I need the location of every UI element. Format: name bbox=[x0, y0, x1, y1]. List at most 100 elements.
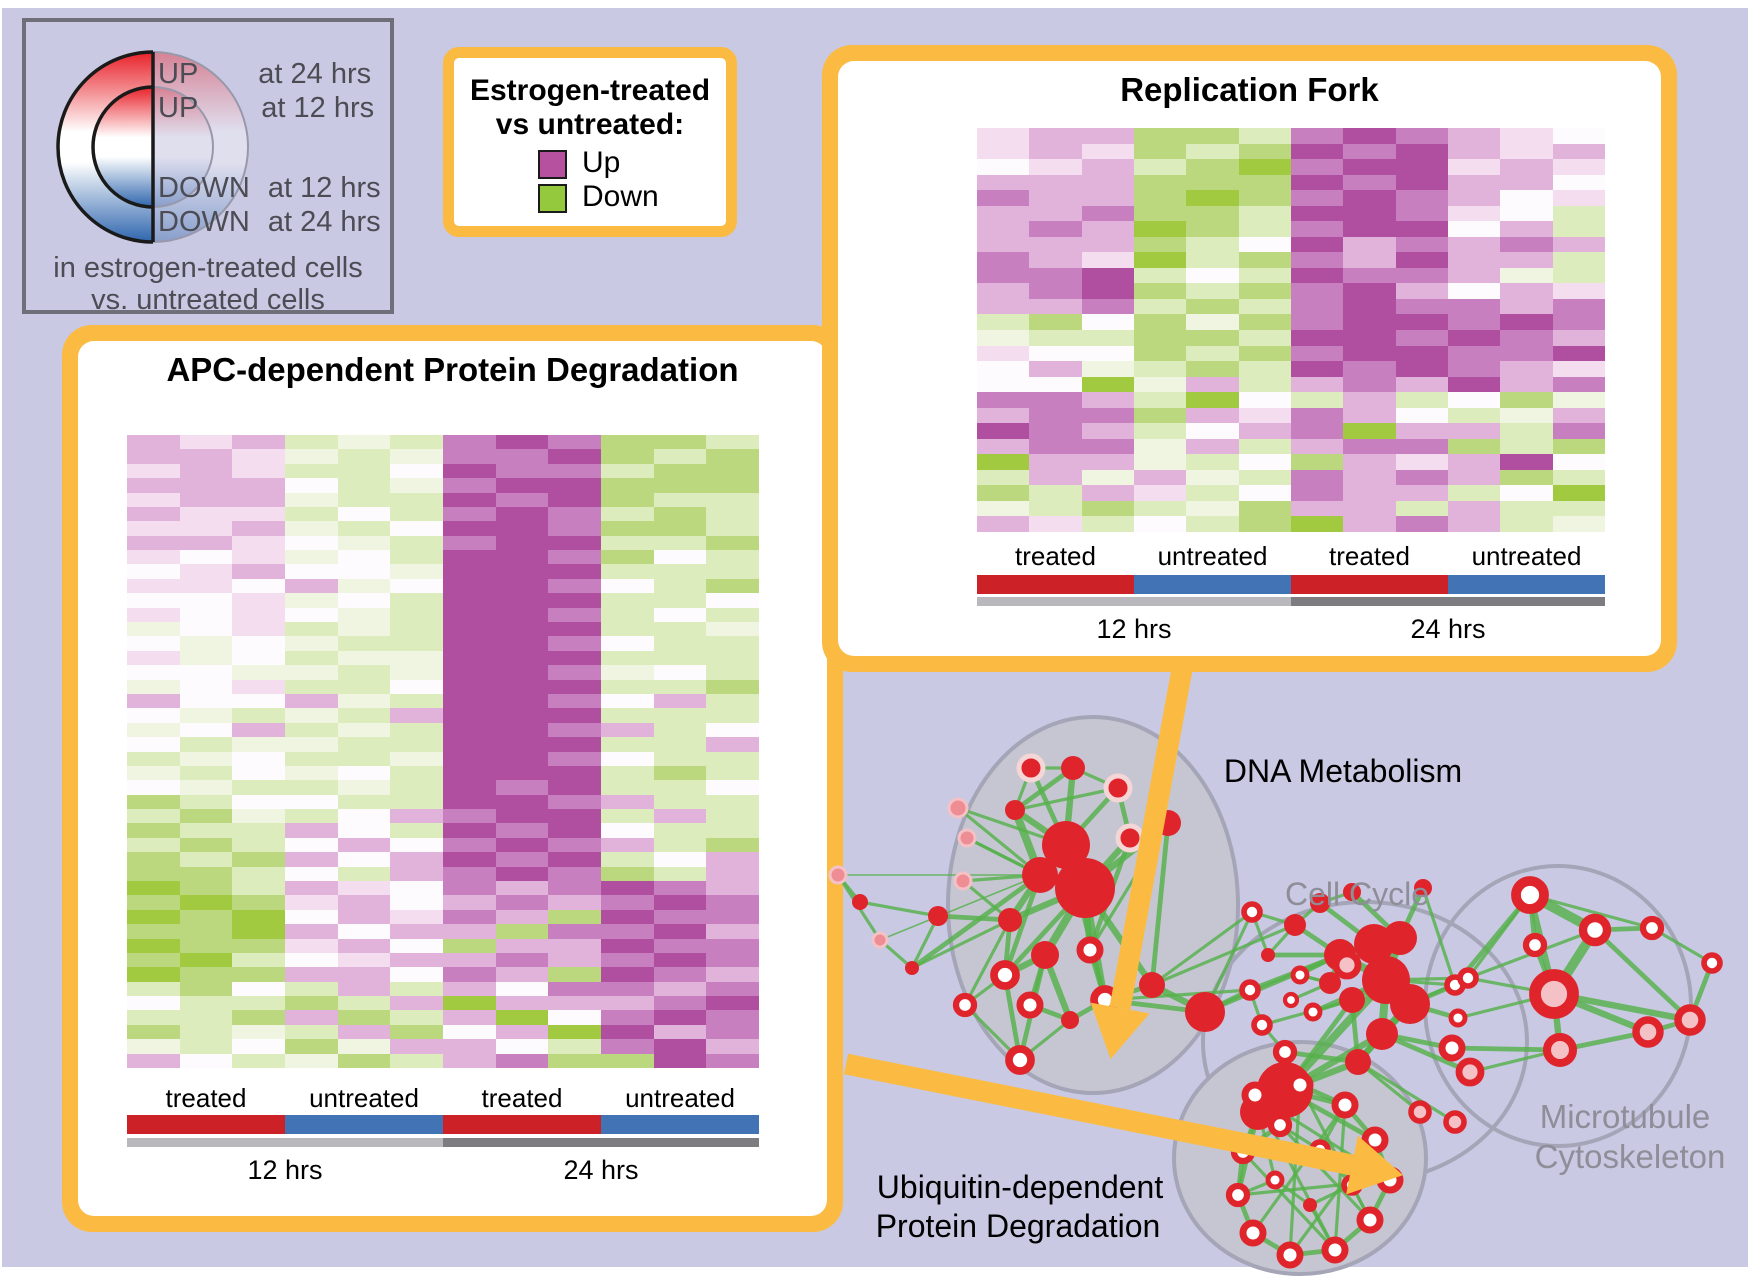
heatmap-cell bbox=[1395, 500, 1448, 517]
heatmap-cell bbox=[706, 823, 759, 838]
treatment-bar-segment bbox=[1291, 575, 1448, 594]
heatmap-cell bbox=[601, 506, 654, 522]
heatmap-cell bbox=[1500, 485, 1553, 501]
heatmap-cell bbox=[1238, 205, 1291, 222]
legend-direction-down-12: DOWN at 12 hrs bbox=[158, 172, 381, 204]
heatmap-cell bbox=[1133, 283, 1187, 299]
heatmap-cell bbox=[285, 478, 338, 493]
heatmap-cell bbox=[285, 780, 338, 795]
heatmap-cell bbox=[495, 679, 549, 694]
heatmap-cell bbox=[390, 535, 443, 551]
heatmap-cell bbox=[443, 852, 496, 867]
heatmap-cell bbox=[1133, 314, 1187, 330]
heatmap-cell bbox=[548, 909, 601, 925]
heatmap-cell bbox=[706, 866, 759, 881]
heatmap-cell bbox=[443, 924, 496, 939]
heatmap-cell bbox=[232, 550, 285, 565]
heatmap-cell bbox=[1552, 485, 1605, 501]
heatmap-cell bbox=[977, 221, 1030, 237]
heatmap-cell bbox=[390, 449, 443, 464]
heatmap-cell bbox=[495, 996, 549, 1011]
heatmap-cell bbox=[1029, 267, 1082, 284]
heatmap-cell bbox=[443, 593, 496, 608]
legend-direction-up-24: UP at 24 hrs bbox=[158, 58, 372, 90]
heatmap-cell bbox=[1290, 454, 1344, 470]
heatmap-cell bbox=[1238, 143, 1291, 160]
heatmap-cell bbox=[548, 938, 601, 953]
heatmap-cell bbox=[127, 1024, 180, 1040]
heatmap-cell bbox=[1552, 500, 1605, 517]
heatmap-cell bbox=[495, 866, 549, 881]
heatmap-cell bbox=[443, 578, 496, 594]
timepoint-bar-segment bbox=[443, 1138, 759, 1147]
heatmap-cell bbox=[390, 636, 443, 651]
heatmap-cell bbox=[601, 492, 654, 507]
heatmap-cell bbox=[1447, 361, 1501, 377]
heatmap-cell bbox=[337, 1039, 391, 1054]
heatmap-cell bbox=[1552, 438, 1605, 455]
heatmap-cell bbox=[1447, 236, 1501, 253]
heatmap-cell bbox=[443, 794, 496, 810]
heatmap-cell bbox=[706, 1039, 759, 1054]
heatmap-cell bbox=[443, 1024, 496, 1040]
heatmap-cell bbox=[127, 665, 180, 680]
heatmap-cell bbox=[232, 852, 285, 867]
heatmap-cell bbox=[706, 924, 759, 939]
heatmap-cell bbox=[706, 693, 759, 709]
updown-legend-title-line1: Estrogen-treated bbox=[469, 74, 711, 107]
heatmap-cell bbox=[443, 880, 496, 896]
heatmap-cell bbox=[1290, 407, 1344, 424]
apc-group-labels: treated untreated treated untreated bbox=[127, 1083, 759, 1114]
heatmap-cell bbox=[548, 550, 601, 565]
heatmap-cell bbox=[548, 564, 601, 579]
heatmap-cell bbox=[179, 463, 233, 479]
heatmap-cell bbox=[1552, 252, 1605, 268]
heatmap-cell bbox=[285, 1053, 338, 1068]
heatmap-cell bbox=[1500, 500, 1553, 517]
heatmap-cell bbox=[390, 550, 443, 565]
heatmap-cell bbox=[337, 924, 391, 939]
heatmap-cell bbox=[179, 722, 233, 738]
heatmap-cell bbox=[285, 852, 338, 867]
heatmap-cell bbox=[127, 1053, 180, 1068]
heatmap-cell bbox=[337, 650, 391, 666]
heatmap-cell bbox=[443, 535, 496, 551]
heatmap-cell bbox=[1343, 330, 1396, 346]
heatmap-cell bbox=[1238, 407, 1291, 424]
heatmap-cell bbox=[1186, 516, 1239, 532]
heatmap-cell bbox=[977, 423, 1030, 439]
down-label: Down bbox=[582, 180, 659, 213]
heatmap-cell bbox=[1552, 392, 1605, 408]
heatmap-cell bbox=[285, 578, 338, 594]
heatmap-cell bbox=[337, 693, 391, 709]
heatmap-cell bbox=[1343, 376, 1396, 393]
heatmap-cell bbox=[1029, 407, 1082, 424]
heatmap-cell bbox=[1343, 423, 1396, 439]
heatmap-cell bbox=[127, 794, 180, 810]
heatmap-cell bbox=[706, 435, 759, 450]
heatmap-cell bbox=[179, 880, 233, 896]
heatmap-cell bbox=[337, 1010, 391, 1025]
heatmap-cell bbox=[548, 593, 601, 608]
heatmap-cell bbox=[1552, 283, 1605, 299]
heatmap-cell bbox=[179, 564, 233, 579]
heatmap-cell bbox=[706, 981, 759, 997]
heatmap-cell bbox=[1029, 361, 1082, 377]
heatmap-cell bbox=[179, 435, 233, 450]
heatmap-cell bbox=[495, 593, 549, 608]
heatmap-cell bbox=[1447, 221, 1501, 237]
heatmap-cell bbox=[1290, 236, 1344, 253]
heatmap-cell bbox=[179, 578, 233, 594]
heatmap-cell bbox=[495, 952, 549, 968]
heatmap-cell bbox=[232, 607, 285, 623]
heatmap-cell bbox=[1552, 190, 1605, 206]
heatmap-cell bbox=[653, 751, 707, 766]
heatmap-cell bbox=[232, 722, 285, 738]
heatmap-cell bbox=[127, 722, 180, 738]
heatmap-cell bbox=[179, 607, 233, 623]
heatmap-cell bbox=[127, 708, 180, 723]
heatmap-cell bbox=[443, 823, 496, 838]
heatmap-cell bbox=[337, 506, 391, 522]
heatmap-cell bbox=[1081, 283, 1134, 299]
heatmap-cell bbox=[390, 593, 443, 608]
